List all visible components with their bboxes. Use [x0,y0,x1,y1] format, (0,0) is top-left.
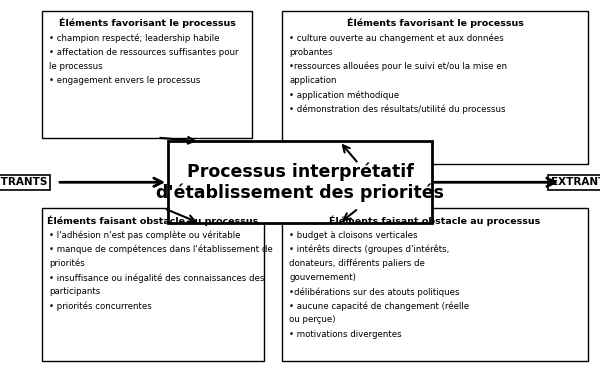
Text: application: application [289,76,337,85]
Text: • l'adhésion n'est pas complète ou véritable: • l'adhésion n'est pas complète ou vérit… [49,231,241,240]
Text: • budget à cloisons verticales: • budget à cloisons verticales [289,231,418,240]
Text: gouvernement): gouvernement) [289,273,356,282]
Text: • application méthodique: • application méthodique [289,90,400,100]
Text: participants: participants [49,287,100,296]
Text: Éléments faisant obstacle au processus: Éléments faisant obstacle au processus [47,215,259,225]
Text: •ressources allouées pour le suivi et/ou la mise en: •ressources allouées pour le suivi et/ou… [289,62,508,71]
Text: donateurs, différents paliers de: donateurs, différents paliers de [289,259,425,269]
Text: • insuffisance ou inégalité des connaissances des: • insuffisance ou inégalité des connaiss… [49,273,265,283]
Text: Éléments favorisant le processus: Éléments favorisant le processus [59,18,235,28]
Text: •délibérations sur des atouts politiques: •délibérations sur des atouts politiques [289,287,460,297]
Text: • priorités concurrentes: • priorités concurrentes [49,301,152,311]
Bar [282,208,588,361]
Text: INTRANTS: INTRANTS [0,177,47,187]
Text: ou perçue): ou perçue) [289,315,336,324]
Text: • démonstration des résultats/utilité du processus: • démonstration des résultats/utilité du… [289,104,506,114]
Text: priorités: priorités [49,259,85,269]
Text: • intérêts directs (groupes d'intérêts,: • intérêts directs (groupes d'intérêts, [289,245,449,254]
Text: • culture ouverte au changement et aux données: • culture ouverte au changement et aux d… [289,33,504,43]
Bar [42,208,264,361]
Text: le processus: le processus [49,62,103,71]
Text: • affectation de ressources suffisantes pour: • affectation de ressources suffisantes … [49,48,239,57]
Text: • engagement envers le processus: • engagement envers le processus [49,76,200,85]
Bar [282,11,588,164]
Bar [42,11,252,138]
Text: • manque de compétences dans l'établissement de: • manque de compétences dans l'établisse… [49,245,273,254]
Text: Éléments faisant obstacle au processus: Éléments faisant obstacle au processus [329,215,541,225]
Text: • motivations divergentes: • motivations divergentes [289,330,402,339]
Text: • aucune capacité de changement (réelle: • aucune capacité de changement (réelle [289,301,469,311]
Text: EXTRANTS: EXTRANTS [551,177,600,187]
Text: probantes: probantes [289,48,332,57]
Text: • champion respecté; leadership habile: • champion respecté; leadership habile [49,33,220,43]
Text: Éléments favorisant le processus: Éléments favorisant le processus [347,18,523,28]
Bar [168,141,432,223]
Text: Processus interprétatif
d'établissement des priorités: Processus interprétatif d'établissement … [156,162,444,202]
